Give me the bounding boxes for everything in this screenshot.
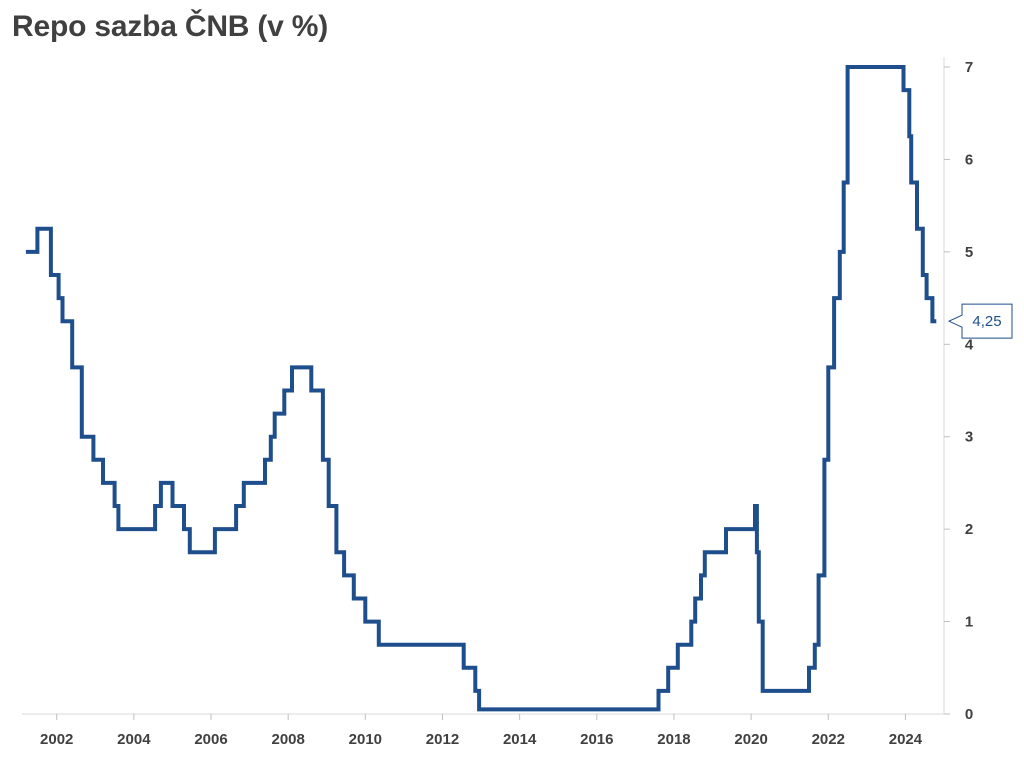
x-axis: 2002 2004 2006 2008 2010 2012 2014 2016 2018 2020… [22,713,944,748]
y-tick-label: 3 [965,429,973,446]
repo-rate-series-line [25,65,937,712]
series-group [25,65,937,712]
x-tick-label: 2004 [117,731,151,748]
callout-label: 4,25 [972,313,1001,330]
x-tick-label: 2002 [40,731,73,748]
x-tick-label: 2020 [734,731,767,748]
x-tick-label: 2006 [194,731,227,748]
y-tick-label: 6 [965,151,973,168]
y-axis: 0 1 2 3 4 5 6 7 [943,57,974,723]
chart-title: Repo sazba ČNB (v %) [12,10,329,43]
x-tick-label: 2022 [812,731,845,748]
x-tick-label: 2008 [271,731,304,748]
x-tick-label: 2010 [349,731,382,748]
x-tick-label: 2016 [580,731,613,748]
x-tick-label: 2018 [657,731,690,748]
callout-box [947,303,1013,339]
y-tick-label: 2 [965,521,973,538]
y-tick-label: 5 [965,244,973,261]
last-value-callout: 4,25 [947,303,1013,339]
y-tick-label: 4 [965,336,974,353]
y-tick-label: 0 [965,706,973,723]
x-tick-label: 2012 [426,731,459,748]
x-tick-label: 2014 [503,731,537,748]
y-tick-label: 7 [965,59,973,76]
y-tick-label: 1 [965,614,973,631]
x-tick-label: 2024 [889,731,923,748]
